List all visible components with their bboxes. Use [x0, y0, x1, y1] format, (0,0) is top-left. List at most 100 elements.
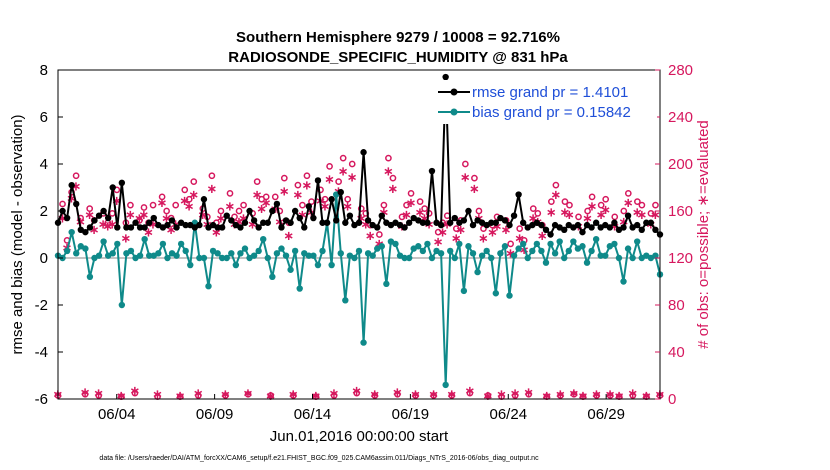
obs-evaluated-marker: ∗ [519, 243, 530, 258]
obs-possible-marker [389, 174, 397, 182]
bias-point [615, 254, 623, 262]
rmse-point [132, 219, 139, 226]
rmse-point [146, 219, 153, 226]
y-left-tick-label: 0 [40, 250, 48, 267]
obs-possible-marker [584, 207, 591, 215]
obs-evaluated-marker: ∗ [129, 384, 140, 399]
bias-point [127, 247, 135, 255]
obs-evaluated-marker: ∗ [283, 229, 294, 244]
obs-evaluated-marker: ∗ [292, 188, 303, 203]
bias-point [95, 252, 103, 259]
y-left-tick-label: 6 [40, 109, 48, 126]
legend-rmse-label: rmse grand pr = 1.4101 [472, 84, 628, 101]
rmse-point [196, 221, 203, 229]
rmse-point [100, 207, 107, 215]
obs-evaluated-marker: ∗ [139, 208, 150, 223]
rmse-point [255, 224, 262, 231]
obs-possible-marker [326, 163, 333, 170]
obs-evaluated-marker: ∗ [125, 208, 136, 223]
bias-point [273, 250, 281, 257]
obs-possible-marker [452, 225, 460, 232]
rmse-point [506, 221, 513, 229]
bias-point [237, 250, 244, 257]
bias-point [478, 252, 486, 259]
bias-point [474, 268, 481, 276]
bias-point [401, 254, 408, 262]
rmse-point [342, 219, 349, 226]
bias-point [369, 252, 376, 259]
obs-possible-marker [348, 160, 356, 168]
rmse-point [173, 224, 180, 231]
y-axis-label-right: # of obs: o=possible; ∗=evaluated [695, 120, 712, 349]
bias-point [579, 243, 586, 250]
rmse-point [301, 224, 308, 231]
bias-point [392, 240, 399, 248]
bias-point [319, 247, 326, 255]
obs-evaluated-marker: ∗ [451, 231, 462, 246]
obs-evaluated-marker: ∗ [75, 215, 86, 230]
rmse-point [228, 217, 235, 224]
obs-evaluated-marker: ∗ [505, 247, 516, 262]
bias-point [118, 301, 126, 309]
bias-point [73, 250, 80, 257]
rmse-point [510, 212, 518, 219]
rmse-point [278, 224, 285, 231]
bias-point [241, 245, 249, 252]
obs-possible-marker [344, 195, 352, 203]
obs-possible-marker [588, 193, 596, 201]
chart-title: Southern Hemisphere 9279 / 10008 = 92.71… [236, 29, 560, 46]
rmse-point [109, 184, 116, 191]
obs-possible-marker [380, 201, 388, 209]
obs-possible-marker [357, 205, 365, 212]
obs-evaluated-marker: ∗ [356, 211, 367, 226]
bias-point [146, 252, 153, 259]
obs-possible-marker [557, 392, 564, 399]
y-right-tick-label: 200 [668, 156, 693, 173]
rmse-point [273, 200, 281, 208]
obs-possible-marker [416, 198, 424, 205]
obs-evaluated-marker: ∗ [116, 389, 127, 404]
bias-point [291, 247, 299, 255]
obs-evaluated-marker: ∗ [93, 386, 104, 401]
obs-evaluated-marker: ∗ [550, 188, 561, 203]
obs-possible-marker [163, 207, 170, 215]
chart-subtitle: RADIOSONDE_SPECIFIC_HUMIDITY @ 831 hPa [228, 49, 568, 66]
bias-point [460, 287, 468, 295]
obs-possible-marker [235, 207, 243, 215]
obs-possible-marker [217, 207, 225, 215]
rmse-point [95, 212, 103, 219]
bias-point [428, 254, 436, 262]
obs-possible-marker [190, 178, 198, 185]
bias-point [570, 238, 577, 245]
obs-evaluated-marker: ∗ [265, 389, 276, 404]
obs-possible-marker [303, 172, 311, 180]
obs-evaluated-marker: ∗ [143, 225, 154, 240]
obs-possible-marker [448, 392, 456, 399]
bias-point [538, 247, 545, 255]
rmse-point [246, 207, 253, 215]
rmse-point [460, 217, 468, 224]
rmse-point [624, 212, 632, 219]
y-right-tick-label: 240 [668, 109, 693, 126]
bias-point [355, 247, 363, 255]
obs-evaluated-marker: ∗ [71, 180, 82, 195]
bias-point [173, 252, 180, 259]
obs-possible-marker [434, 228, 442, 236]
obs-evaluated-marker: ∗ [650, 208, 661, 223]
y-left-tick-label: 2 [40, 203, 48, 220]
bias-point [611, 240, 618, 248]
obs-evaluated-marker: ∗ [464, 384, 475, 399]
rmse-point [118, 179, 126, 186]
rmse-point [492, 219, 500, 226]
rmse-point [68, 181, 75, 189]
obs-possible-marker [561, 198, 569, 205]
obs-evaluated-marker: ∗ [80, 385, 91, 400]
rmse-point [360, 149, 367, 156]
y-left-tick-label: 4 [40, 156, 48, 173]
bias-point [196, 254, 203, 262]
bias-point [63, 247, 71, 255]
obs-possible-marker [280, 174, 288, 182]
obs-evaluated-marker: ∗ [193, 386, 204, 401]
obs-evaluated-marker: ∗ [220, 388, 231, 403]
obs-possible-marker [484, 392, 492, 399]
